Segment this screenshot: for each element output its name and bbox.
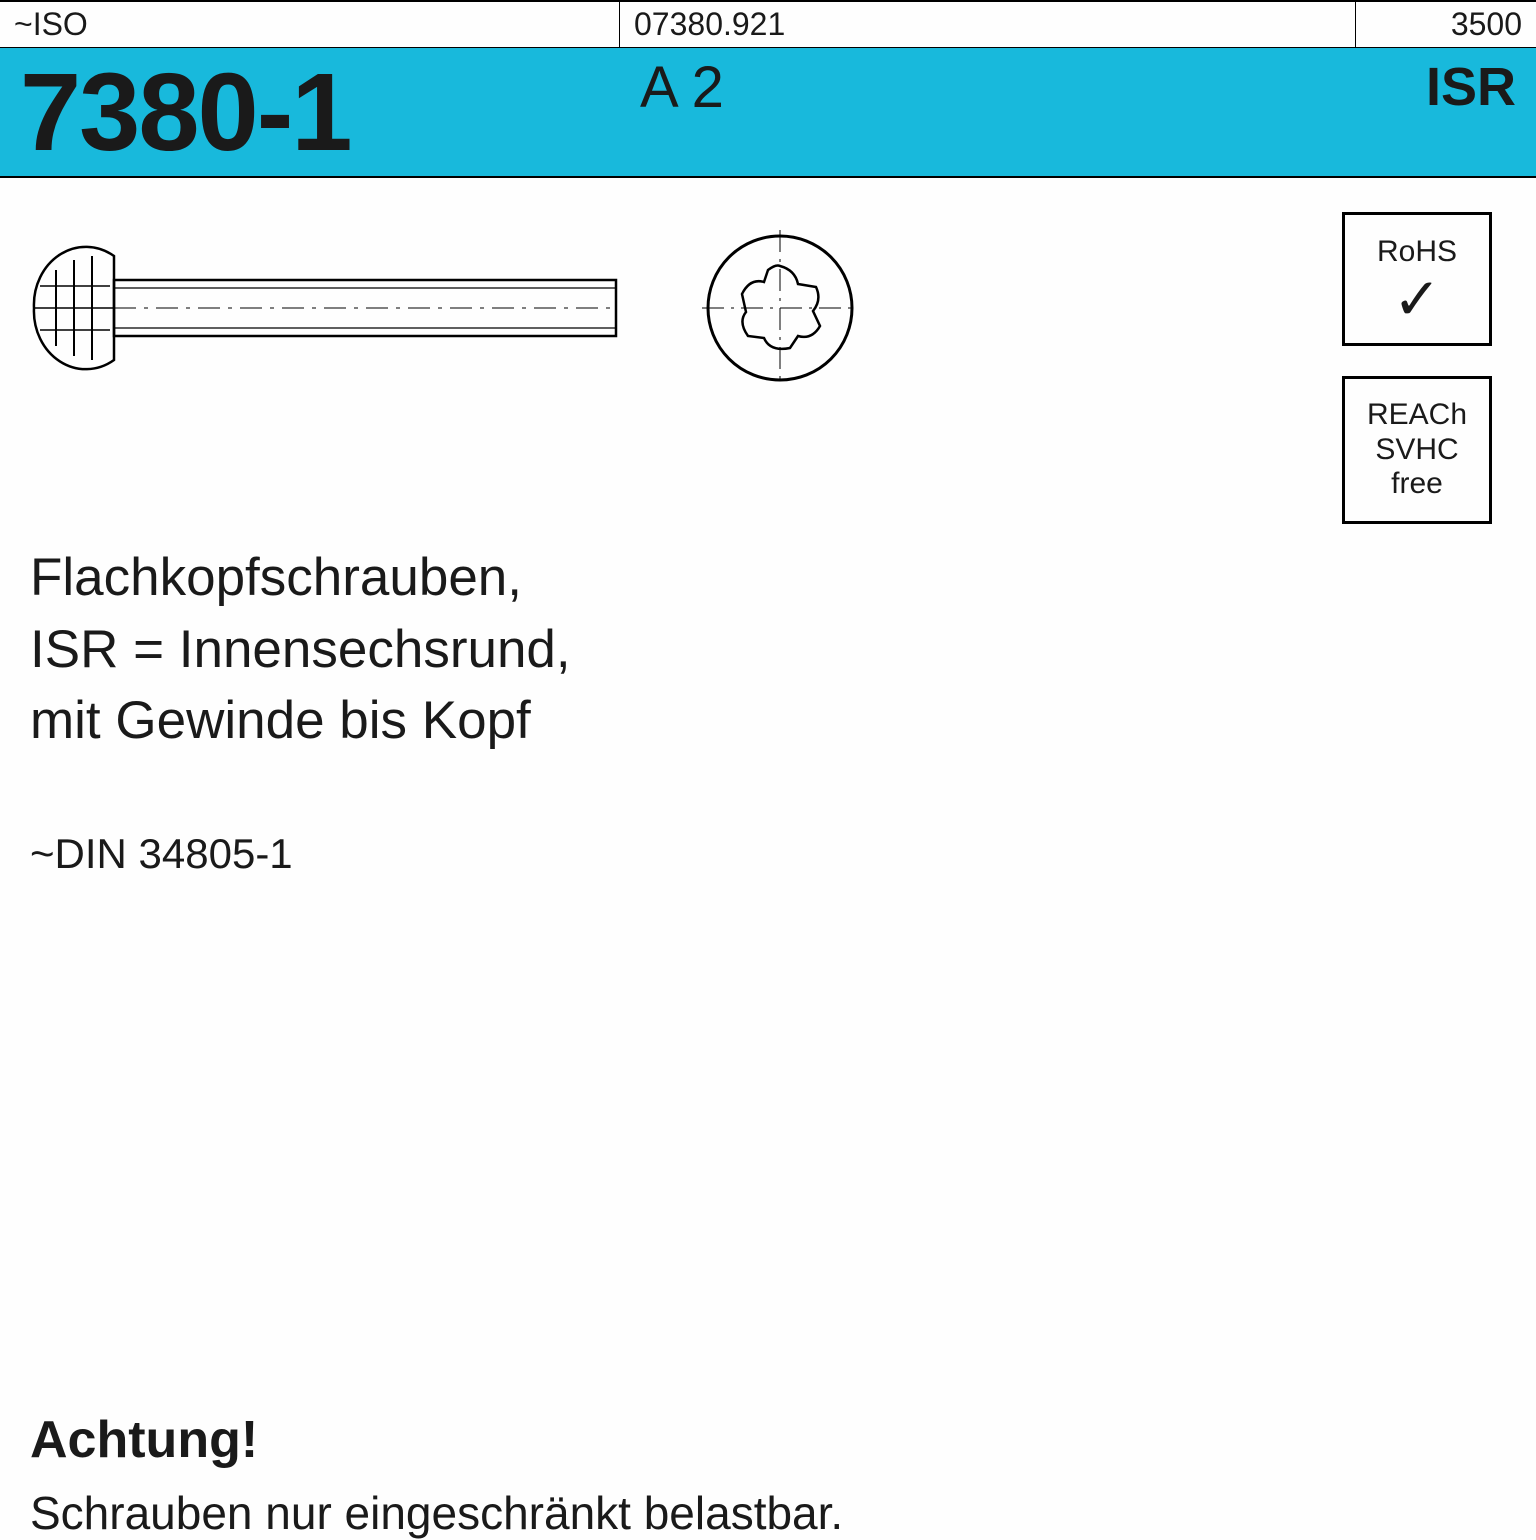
desc-line3: mit Gewinde bis Kopf: [30, 685, 571, 757]
header-blue-band: 7380-1 A 2 ISR: [0, 48, 1536, 178]
header-quantity: 3500: [1356, 2, 1536, 47]
warning-text: Schrauben nur eingeschränkt belastbar.: [30, 1486, 843, 1540]
product-description: Flachkopfschrauben, ISR = Innensechsrund…: [30, 542, 571, 757]
reach-line1: REACh: [1367, 398, 1467, 433]
material-grade: A 2: [620, 48, 1356, 176]
reach-badge: REACh SVHC free: [1342, 376, 1492, 524]
check-icon: ✓: [1393, 277, 1442, 323]
rohs-badge: RoHS ✓: [1342, 212, 1492, 346]
reach-line3: free: [1391, 467, 1443, 502]
screw-side-view: [30, 238, 630, 378]
desc-line1: Flachkopfschrauben,: [30, 542, 571, 614]
standard-number: 7380-1: [0, 48, 620, 176]
header-article-number: 07380.921: [620, 2, 1356, 47]
screw-front-view: [700, 228, 860, 388]
warning-title: Achtung!: [30, 1410, 258, 1470]
desc-line2: ISR = Innensechsrund,: [30, 614, 571, 686]
reach-line2: SVHC: [1375, 433, 1458, 468]
din-reference: ~DIN 34805-1: [30, 830, 293, 878]
rohs-label: RoHS: [1377, 235, 1457, 270]
drive-type: ISR: [1356, 48, 1536, 176]
header-top-row: ~ISO 07380.921 3500: [0, 0, 1536, 48]
illustration-area: RoHS ✓ REACh SVHC free: [0, 178, 1536, 478]
header-iso-label: ~ISO: [0, 2, 620, 47]
